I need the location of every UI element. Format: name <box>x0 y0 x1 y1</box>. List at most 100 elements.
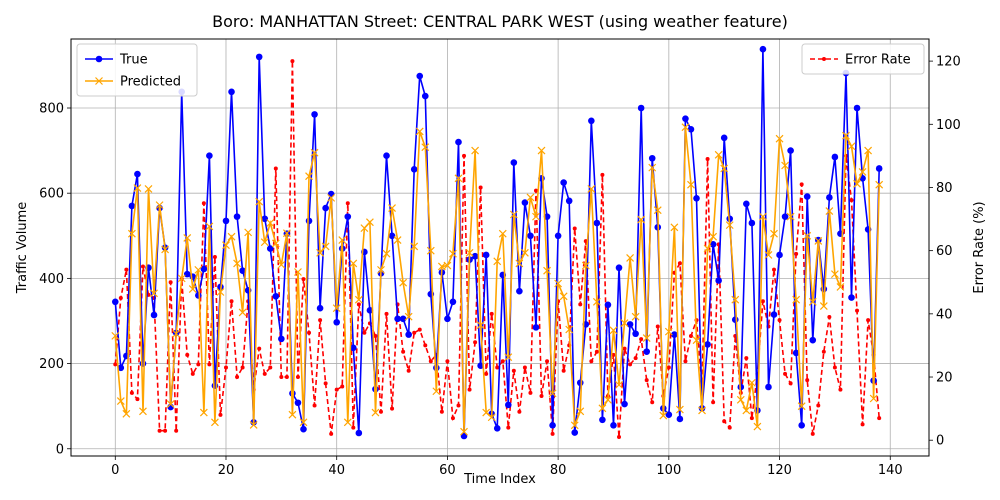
axes: 0 20 40 60 80 100 120 140 0 200 400 600 800 0 20 40 60 80… <box>39 55 961 478</box>
data-point <box>349 259 358 268</box>
data-point <box>305 217 313 225</box>
data-point <box>260 238 269 247</box>
data-point <box>783 371 788 376</box>
data-point <box>570 421 579 430</box>
data-point <box>316 248 325 257</box>
data-point <box>705 157 710 162</box>
data-point <box>415 127 424 136</box>
data-point <box>693 195 700 202</box>
legend-marker <box>95 55 103 63</box>
data-point <box>808 297 817 306</box>
data-point <box>206 152 213 160</box>
data-point <box>830 270 839 279</box>
series-layer <box>111 45 884 440</box>
y-tick-label: 0 <box>56 442 64 457</box>
data-point <box>222 241 230 250</box>
data-point <box>201 201 206 206</box>
data-point <box>404 312 413 321</box>
data-point <box>853 104 861 112</box>
data-point <box>278 335 285 343</box>
data-point <box>576 407 585 416</box>
data-point <box>244 228 253 237</box>
data-point <box>670 223 679 232</box>
data-point <box>675 405 684 414</box>
data-point <box>195 292 202 299</box>
data-point <box>764 251 773 259</box>
data-point <box>354 295 363 304</box>
data-point <box>406 368 411 373</box>
data-point <box>715 277 722 284</box>
data-point <box>788 381 793 386</box>
data-point <box>561 368 566 373</box>
data-point <box>855 308 860 313</box>
data-point <box>770 229 778 238</box>
data-point <box>183 233 192 242</box>
data-point <box>185 352 190 357</box>
data-point <box>338 236 347 244</box>
data-point <box>410 166 418 173</box>
data-point <box>794 251 799 256</box>
data-point <box>676 415 684 423</box>
data-point <box>598 404 607 413</box>
data-point <box>196 362 201 367</box>
data-point <box>495 365 500 370</box>
x-tick-label: 0 <box>111 463 119 478</box>
data-point <box>805 378 810 383</box>
data-point <box>493 425 501 432</box>
data-point <box>549 422 556 429</box>
data-point <box>444 315 451 323</box>
legends: True Predicted Error Rate <box>76 43 925 97</box>
data-point <box>127 229 136 238</box>
data-point <box>777 318 782 323</box>
data-point <box>604 395 612 404</box>
data-point <box>426 246 435 255</box>
data-point <box>593 219 601 227</box>
data-point <box>526 193 535 202</box>
data-point <box>543 266 551 275</box>
data-point <box>521 199 529 206</box>
legend-marker <box>95 77 103 85</box>
data-point <box>312 403 317 408</box>
data-point <box>611 352 616 357</box>
data-point <box>864 146 873 155</box>
data-point <box>477 362 484 369</box>
data-point <box>471 146 480 155</box>
data-point <box>194 265 203 274</box>
data-point <box>445 359 450 364</box>
data-point <box>539 393 544 398</box>
data-point <box>377 265 385 274</box>
y2-tick-label: 80 <box>936 181 953 196</box>
data-point <box>210 418 219 427</box>
data-point <box>467 387 472 392</box>
data-point <box>200 265 208 273</box>
data-point <box>322 204 329 212</box>
data-point <box>533 188 538 193</box>
data-point <box>290 59 295 64</box>
y-tick-label: 800 <box>39 102 64 117</box>
data-point <box>318 318 323 323</box>
data-point <box>417 327 422 332</box>
data-point <box>233 213 241 220</box>
data-point <box>847 142 856 151</box>
data-point <box>803 193 811 200</box>
data-point <box>412 330 417 335</box>
data-point <box>550 431 555 436</box>
data-point <box>399 315 407 323</box>
data-point <box>799 182 804 187</box>
data-point <box>478 185 483 190</box>
data-point <box>255 53 263 61</box>
data-point <box>749 416 754 421</box>
data-point <box>748 219 756 227</box>
data-point <box>456 403 461 408</box>
data-point <box>498 229 507 238</box>
data-point <box>772 267 777 272</box>
legend-label: Error Rate <box>845 53 911 68</box>
data-point <box>759 45 767 53</box>
data-point <box>810 431 815 436</box>
data-point <box>720 134 728 142</box>
data-point <box>307 330 312 335</box>
data-point <box>628 362 633 367</box>
data-point <box>382 249 391 258</box>
data-point <box>482 251 490 259</box>
data-point <box>731 295 740 304</box>
